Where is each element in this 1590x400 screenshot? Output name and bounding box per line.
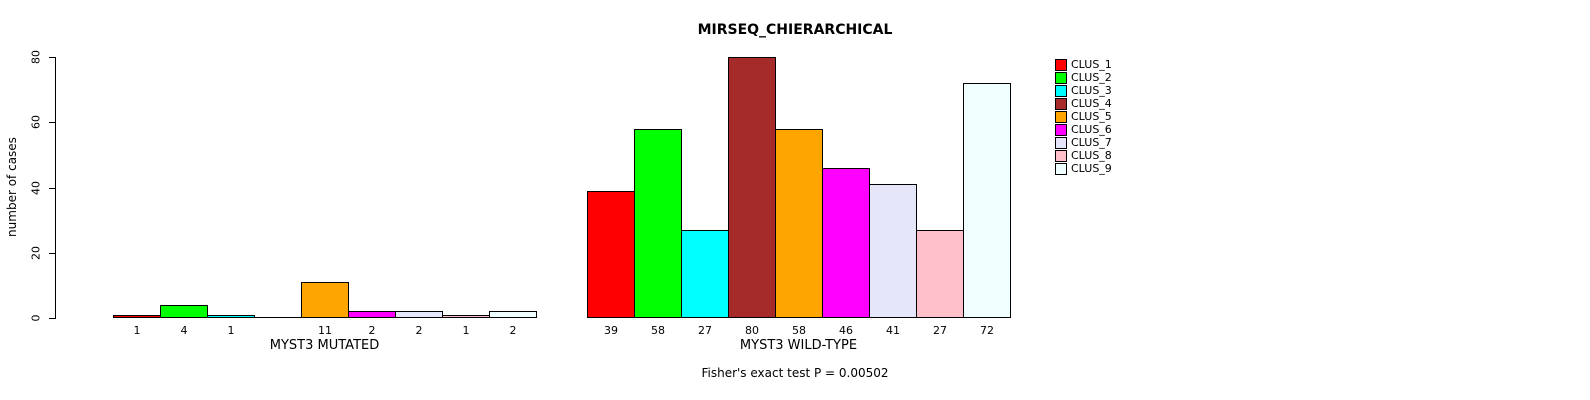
legend-label: CLUS_5 — [1071, 110, 1112, 123]
bar-clus_7 — [395, 311, 443, 318]
bar-value-label: 80 — [745, 324, 759, 337]
bar-value-label: 2 — [509, 324, 517, 337]
legend-item: CLUS_9 — [1055, 162, 1112, 175]
bar-clus_4 — [728, 57, 776, 318]
bar-clus_6 — [822, 168, 870, 318]
legend-swatch — [1055, 123, 1067, 136]
bar-clus_1 — [113, 315, 161, 318]
bar-value-label: 46 — [839, 324, 853, 337]
bar-value-label: 1 — [133, 324, 141, 337]
legend-item: CLUS_3 — [1055, 84, 1112, 97]
legend-label: CLUS_1 — [1071, 58, 1112, 71]
bar-clus_8 — [442, 315, 490, 318]
x-axis-group-label: MYST3 MUTATED — [269, 338, 380, 353]
legend-label: CLUS_6 — [1071, 123, 1112, 136]
y-tick-label: 60 — [29, 115, 43, 130]
y-tick-label: 0 — [29, 314, 43, 322]
legend-swatch — [1055, 71, 1067, 84]
x-axis-group-label: MYST3 WILD-TYPE — [739, 338, 858, 353]
bar-clus_3 — [207, 315, 255, 318]
legend-label: CLUS_7 — [1071, 136, 1112, 149]
y-axis-tick — [49, 188, 55, 189]
y-tick-label: 80 — [29, 50, 43, 64]
bar-clus_4 — [254, 317, 302, 318]
legend-label: CLUS_3 — [1071, 84, 1112, 97]
bar-clus_2 — [634, 129, 682, 318]
bar-value-label: 27 — [933, 324, 947, 337]
footnote: Fisher's exact test P = 0.00502 — [701, 366, 889, 380]
y-axis-title: number of cases — [5, 137, 19, 237]
bar-group-1: 1 4 1 11 2 2 1 2 — [113, 57, 537, 337]
legend-swatch — [1055, 58, 1067, 71]
y-tick-label: 20 — [29, 245, 43, 260]
legend-label: CLUS_2 — [1071, 71, 1112, 84]
legend-swatch — [1055, 84, 1067, 97]
legend-label: CLUS_4 — [1071, 97, 1112, 110]
bar-value-label: 2 — [415, 324, 423, 337]
legend-swatch — [1055, 110, 1067, 123]
legend-item: CLUS_5 — [1055, 110, 1112, 123]
legend-label: CLUS_8 — [1071, 149, 1112, 162]
legend-item: CLUS_2 — [1055, 71, 1112, 84]
y-axis-tick — [49, 122, 55, 123]
bar-clus_5 — [775, 129, 823, 318]
y-tick-label: 40 — [29, 180, 43, 195]
bar-clus_8 — [916, 230, 964, 318]
legend-swatch — [1055, 149, 1067, 162]
bar-value-label: 41 — [886, 324, 900, 337]
legend-item: CLUS_7 — [1055, 136, 1112, 149]
y-axis-tick — [49, 318, 55, 319]
bar-value-label: 4 — [180, 324, 188, 337]
bar-value-label: 58 — [792, 324, 806, 337]
bar-clus_9 — [963, 83, 1011, 318]
legend-swatch — [1055, 97, 1067, 110]
y-axis-tick — [49, 253, 55, 254]
bar-clus_6 — [348, 311, 396, 318]
bar-clus_1 — [587, 191, 635, 318]
legend: CLUS_1 CLUS_2 CLUS_3 CLUS_4 CLUS_5 CLUS_6 CLUS… — [1055, 58, 1112, 175]
bar-value-label: 1 — [462, 324, 470, 337]
bar-clus_7 — [869, 184, 917, 318]
bar-value-label: 72 — [980, 324, 994, 337]
bar-clus_3 — [681, 230, 729, 318]
legend-item: CLUS_6 — [1055, 123, 1112, 136]
bar-clus_2 — [160, 305, 208, 318]
bar-value-label: 27 — [698, 324, 712, 337]
chart-title: MIRSEQ_CHIERARCHICAL — [697, 22, 893, 38]
bar-value-label: 2 — [368, 324, 376, 337]
legend-item: CLUS_8 — [1055, 149, 1112, 162]
legend-label: CLUS_9 — [1071, 162, 1112, 175]
bar-value-label: 1 — [227, 324, 235, 337]
y-axis-line — [55, 57, 56, 319]
bar-group-2: 39 58 27 80 58 46 41 27 72 — [587, 57, 1011, 337]
legend-item: CLUS_1 — [1055, 58, 1112, 71]
bar-clus_9 — [489, 311, 537, 318]
bar-value-label: 39 — [604, 324, 618, 337]
bar-clus_5 — [301, 282, 349, 318]
legend-swatch — [1055, 136, 1067, 149]
legend-item: CLUS_4 — [1055, 97, 1112, 110]
y-axis-tick — [49, 57, 55, 58]
legend-swatch — [1055, 162, 1067, 175]
bar-value-label: 11 — [318, 324, 332, 337]
bar-value-label: 58 — [651, 324, 665, 337]
